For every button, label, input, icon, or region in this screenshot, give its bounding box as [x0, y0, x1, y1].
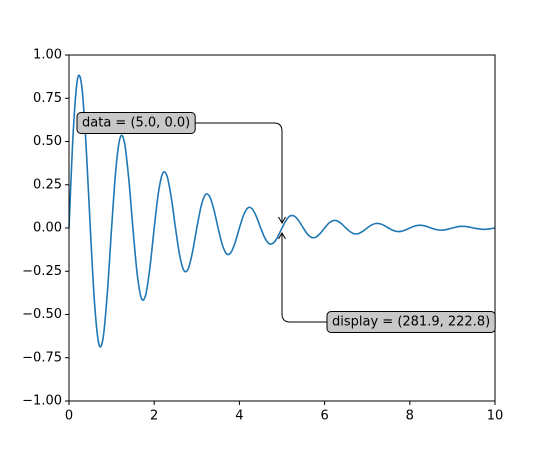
y-tick-label: 0.00	[33, 221, 62, 236]
y-tick-label: −1.00	[22, 394, 62, 409]
x-tick-label: 2	[150, 409, 158, 424]
annotation-arrow	[281, 233, 327, 323]
plot-frame	[68, 54, 496, 402]
y-tick-label: 0.25	[33, 177, 62, 192]
x-tick-label: 6	[320, 409, 328, 424]
y-tick-label: −0.25	[22, 264, 62, 279]
arrow-head	[278, 232, 286, 240]
annotation-text: display = (281.9, 222.8)	[332, 315, 490, 330]
x-tick-label: 4	[235, 409, 243, 424]
annotation: display = (281.9, 222.8)	[278, 232, 496, 333]
y-tick-label: 0.75	[33, 91, 62, 106]
y-tick-label: −0.50	[22, 307, 62, 322]
annotation-arrow	[195, 122, 283, 223]
annotation: data = (5.0, 0.0)	[76, 112, 286, 224]
y-tick-label: 1.00	[33, 48, 62, 63]
x-tick-label: 10	[487, 409, 504, 424]
y-tick-label: 0.50	[33, 134, 62, 149]
x-tick-label: 8	[406, 409, 414, 424]
line	[68, 74, 496, 348]
annotation-text: data = (5.0, 0.0)	[82, 116, 190, 131]
arrow-head	[278, 216, 286, 224]
x-tick-label: 0	[65, 409, 73, 424]
y-tick-label: −0.75	[22, 350, 62, 365]
